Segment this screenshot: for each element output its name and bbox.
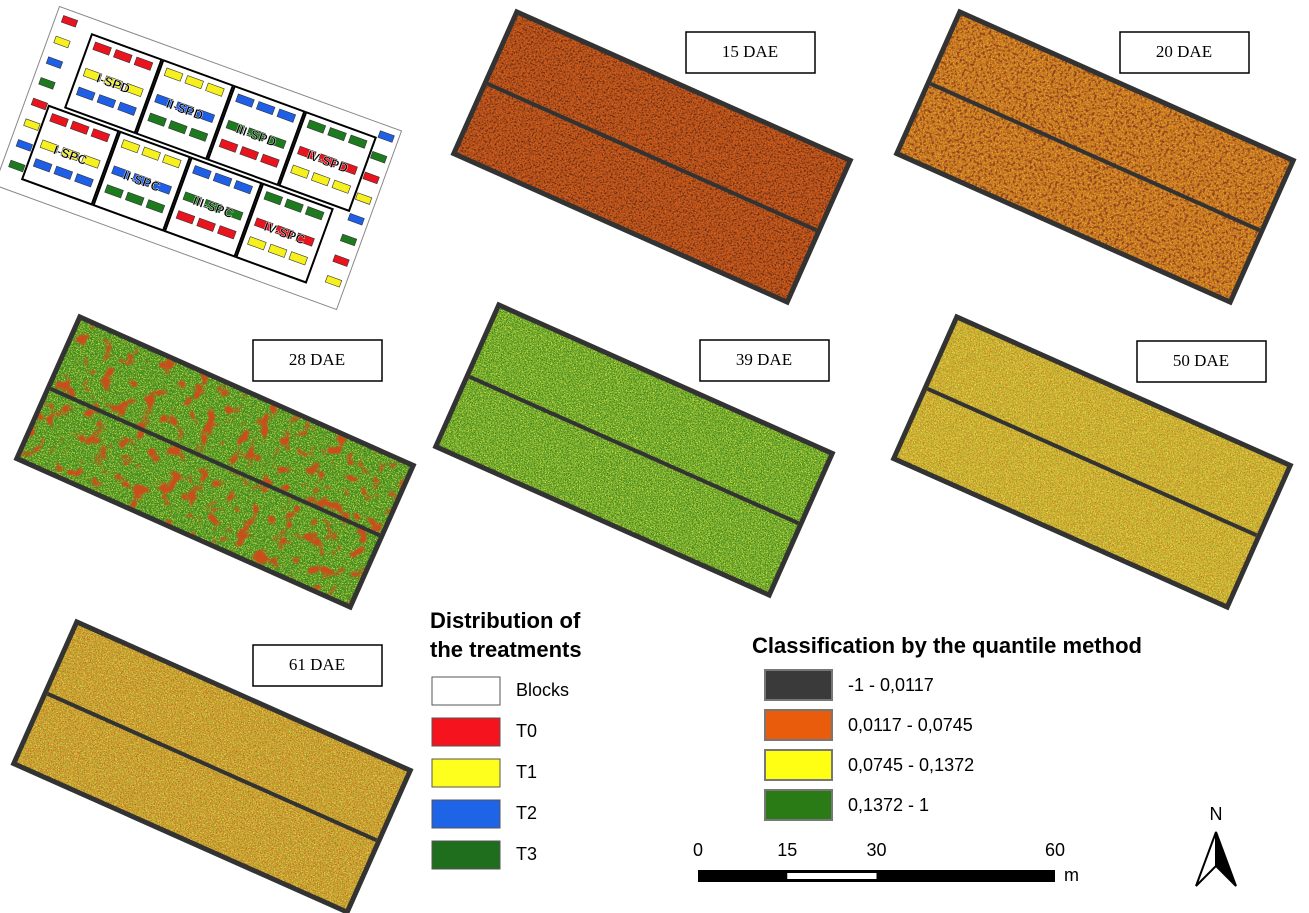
panel-label: 39 DAE [736, 350, 792, 369]
legend-label: 0,1372 - 1 [848, 795, 929, 815]
scale-segment [787, 873, 876, 879]
legend-label: T3 [516, 844, 537, 864]
scale-tick-label: 15 [777, 840, 797, 860]
legend-swatch [432, 759, 500, 787]
north-arrow [1196, 832, 1216, 886]
legend-label: T0 [516, 721, 537, 741]
panel-label: 50 DAE [1173, 351, 1229, 370]
treatment-map: I-SPDII-SPDIII-SPDIV-SPDI-SPCII-SPCIII-S… [0, 6, 402, 309]
legend-title: the treatments [430, 637, 582, 662]
legend-swatch [432, 841, 500, 869]
panel-label: 28 DAE [289, 350, 345, 369]
legend-title: Distribution of [430, 608, 581, 633]
north-arrow [1216, 832, 1236, 886]
panel-label: 61 DAE [289, 655, 345, 674]
panel-label: 20 DAE [1156, 42, 1212, 61]
figure: 15 DAE 20 DAE 28 DAE 39 DAE 50 DAE 61 DAE I-SP… [0, 0, 1309, 913]
legend-label: 0,0117 - 0,0745 [848, 715, 973, 735]
legend-swatch [432, 677, 500, 705]
panel-label: 15 DAE [722, 42, 778, 61]
legend-swatch [765, 790, 832, 820]
legend-label: T2 [516, 803, 537, 823]
legend-label: Blocks [516, 680, 569, 700]
legend-swatch [432, 718, 500, 746]
legend-swatch [765, 750, 832, 780]
scale-tick-label: 60 [1045, 840, 1065, 860]
legend-swatch [432, 800, 500, 828]
scale-tick-label: 0 [693, 840, 703, 860]
north-label: N [1210, 804, 1223, 824]
legend-title: Classification by the quantile method [752, 633, 1142, 658]
scale-unit: m [1064, 865, 1079, 885]
legend-label: 0,0745 - 0,1372 [848, 755, 974, 775]
legend-label: T1 [516, 762, 537, 782]
legend-swatch [765, 710, 832, 740]
legend-swatch [765, 670, 832, 700]
legend-label: -1 - 0,0117 [848, 675, 934, 695]
scale-tick-label: 30 [866, 840, 886, 860]
